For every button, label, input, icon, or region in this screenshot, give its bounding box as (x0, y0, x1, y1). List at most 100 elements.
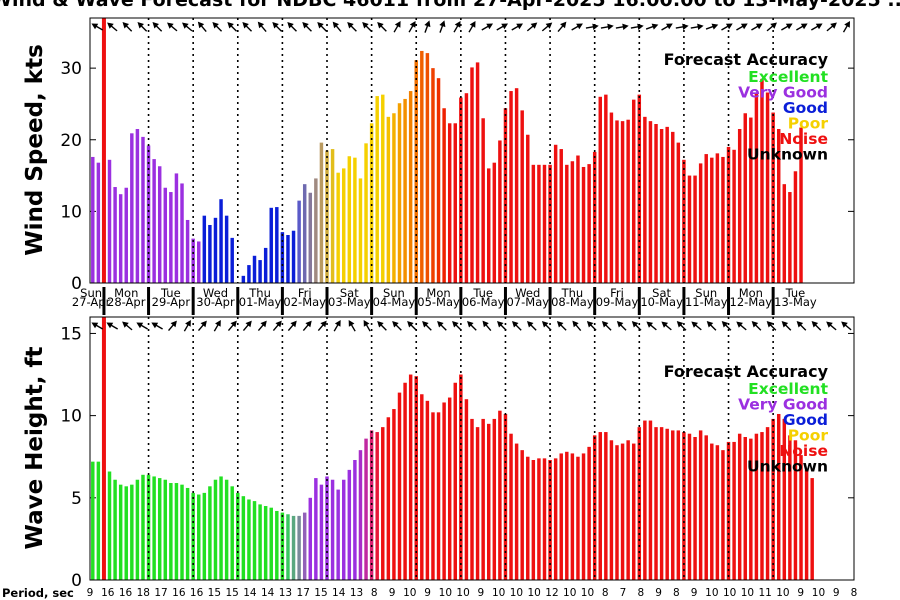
wave-direction-arrow (242, 320, 252, 332)
period-value: 8 (637, 587, 644, 599)
wind-bar (208, 224, 212, 283)
wave-direction-arrow (122, 321, 133, 331)
wind-bar (587, 164, 591, 283)
wind-direction-arrow (272, 22, 282, 32)
wave-bar (587, 446, 591, 580)
wind-bar (319, 142, 324, 283)
wind-bar (654, 124, 658, 283)
wind-direction-arrow (362, 22, 372, 32)
wave-bar (509, 433, 513, 580)
day-name-label: Fri (610, 286, 624, 300)
wind-direction-arrow (393, 20, 401, 33)
wave-bar (771, 418, 775, 580)
period-value: 10 (527, 587, 540, 599)
wave-direction-arrow (317, 320, 327, 332)
wave-bar (570, 453, 575, 580)
wind-direction-arrow (242, 22, 253, 32)
wave-direction-arrow (422, 321, 432, 331)
wind-bar (788, 192, 792, 283)
wind-bar (113, 187, 117, 283)
wave-bar (721, 450, 725, 580)
wind-direction-arrow (675, 23, 689, 30)
wave-bar (208, 486, 212, 580)
wave-day-separators (101, 317, 774, 580)
wave-direction-arrow (497, 321, 507, 331)
wave-bar (436, 412, 441, 580)
wave-ytick-label: 15 (60, 324, 82, 344)
wave-bar (263, 506, 268, 580)
wind-direction-arrow (453, 20, 461, 33)
day-name-label: Sat (340, 286, 359, 300)
wind-bar (425, 53, 430, 284)
day-date-label: 07-May (506, 295, 549, 309)
wave-direction-arrow (526, 321, 537, 331)
wind-bar (314, 178, 318, 283)
wind-bar (447, 123, 452, 283)
wave-bar (514, 443, 519, 580)
wave-direction-arrow (482, 320, 492, 332)
wind-direction-arrow (182, 22, 193, 32)
wave-bar (291, 515, 296, 580)
period-value: 9 (655, 587, 662, 599)
period-value: 9 (797, 587, 804, 599)
wind-direction-arrow (257, 21, 267, 33)
period-value: 12 (545, 587, 558, 599)
wave-y-ticks: 0 5 10 15 (60, 324, 854, 591)
wind-bar (146, 145, 151, 283)
period-value: 10 (456, 587, 469, 599)
period-value: 14 (332, 587, 346, 599)
wave-height-panel: Wave Height, ft 0 5 10 15 Forecast Accuracy… (22, 316, 855, 591)
period-value: 10 (741, 587, 754, 599)
wave-direction-arrow (392, 321, 402, 331)
wind-direction-arrow (347, 22, 357, 32)
wave-bar (631, 443, 636, 580)
period-value: 7 (620, 587, 627, 599)
period-value: 10 (510, 587, 523, 599)
wave-direction-arrow (136, 322, 148, 330)
period-value: 18 (137, 587, 150, 599)
wave-bar (698, 430, 703, 580)
wind-bar (531, 164, 536, 283)
wind-bar (330, 149, 335, 283)
wave-direction-arrow (272, 320, 282, 332)
wave-bar (113, 479, 117, 580)
legend-item-excellent: Excellent (748, 68, 828, 86)
wind-bar (408, 91, 413, 284)
wind-direction-arrow (615, 23, 629, 30)
wave-bar (247, 499, 251, 580)
wave-bar (230, 486, 234, 580)
period-value: 8 (851, 587, 858, 599)
legend-item-very-good: Very Good (738, 396, 828, 414)
day-name-label: Sun (695, 286, 717, 300)
period-value: 15 (225, 587, 238, 599)
wave-bar (420, 394, 424, 580)
wind-direction-arrow (736, 23, 748, 31)
day-date-label: 29-Apr (152, 295, 191, 309)
period-value: 14 (261, 587, 275, 599)
wind-speed-panel: Wind Speed, kts 0 10 20 30 Forecast Accurac… (22, 17, 855, 294)
wind-direction-arrow (826, 22, 837, 32)
wind-direction-arrow (408, 20, 416, 33)
wind-bar (157, 166, 162, 283)
legend-item-very-good: Very Good (738, 84, 828, 102)
period-value: 9 (87, 587, 94, 599)
day-date-label: 02-May (283, 295, 326, 309)
wave-bar (197, 494, 201, 580)
wind-bar (760, 78, 764, 283)
wave-bar (141, 474, 145, 580)
wave-bar (581, 453, 586, 580)
wind-bar (710, 157, 714, 283)
day-name-label: Thu (561, 286, 584, 300)
day-date-label: 08-May (551, 295, 594, 309)
wave-bar (754, 433, 759, 580)
period-value: 10 (563, 587, 576, 599)
wind-bar (291, 230, 296, 283)
wind-bar (431, 68, 435, 283)
wind-ytick-label: 0 (71, 274, 82, 294)
wave-direction-arrow (348, 319, 356, 332)
day-name-label: Wed (515, 286, 540, 300)
wind-bar (693, 175, 697, 283)
wind-direction-arrow (424, 20, 431, 33)
wave-bar (124, 486, 128, 580)
